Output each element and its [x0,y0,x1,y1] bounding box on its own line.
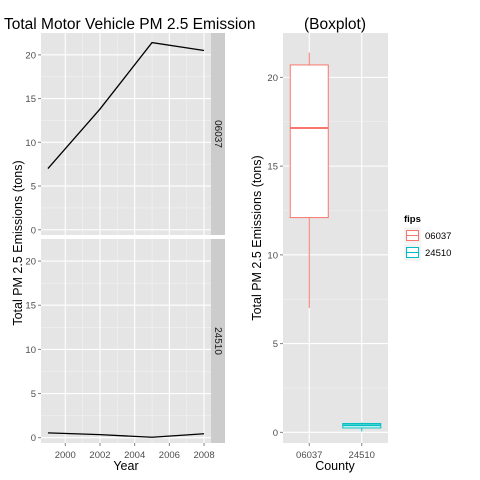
y-tick-label: 0 [31,225,36,236]
y-tick-label: 15 [25,301,36,312]
legend-label-06037: 06037 [425,231,451,242]
y-tick-label: 20 [267,73,278,84]
series-line-24510 [47,432,205,438]
y-tick-label: 0 [31,433,36,444]
x-tick-label: 24510 [349,450,375,461]
series-line-06037 [47,41,205,169]
line-chart-y-axis-label: Total PM 2.5 Emissions (tons) [11,160,25,325]
x-tick-label: 2002 [89,450,110,461]
y-tick-label: 5 [273,339,278,350]
y-tick-label: 15 [267,162,278,173]
facet-panel-24510: 0 5 10 15 20 24510 [25,239,225,444]
y-tick-label: 10 [25,138,36,149]
y-tick-label: 5 [31,389,36,400]
x-tick-label: 06037 [296,450,322,461]
y-tick-label: 10 [267,250,278,261]
legend-title: fips [404,214,421,225]
panel-background [41,33,211,235]
panel-background [41,239,211,443]
y-tick-label: 20 [25,50,36,61]
facet-strip [211,239,225,443]
y-tick-label: 0 [273,428,278,439]
boxplot-x-axis-label: County [315,459,355,473]
x-tick-label: 2008 [193,450,214,461]
y-tick-label: 20 [25,257,36,268]
line-chart-x-axis-label: Year [113,459,138,473]
x-tick-label: 2006 [159,450,180,461]
x-tick-label: 2000 [55,450,76,461]
facet-strip-label: 06037 [212,120,223,148]
line-chart-title: Total Motor Vehicle PM 2.5 Emission [4,16,256,33]
y-tick-label: 15 [25,94,36,105]
line-chart-x-ticks: 2000 2002 2004 2006 2008 [55,443,215,461]
box-06037 [289,64,329,219]
y-tick-label: 10 [25,345,36,356]
y-tick-label: 5 [31,182,36,193]
facet-strip-label: 24510 [212,327,223,355]
boxplot-y-axis-label: Total PM 2.5 Emissions (tons) [250,155,264,320]
legend: 06037 24510 [403,226,451,262]
legend-label-24510: 24510 [425,248,451,259]
x-tick-label: 2004 [124,450,145,461]
boxplot-panel: 0 5 10 15 20 06037 24510 [267,33,388,461]
facet-panel-06037: 0 5 10 15 20 06037 [25,33,225,236]
boxplot-title: (Boxplot) [304,16,366,33]
facet-strip [211,33,225,235]
